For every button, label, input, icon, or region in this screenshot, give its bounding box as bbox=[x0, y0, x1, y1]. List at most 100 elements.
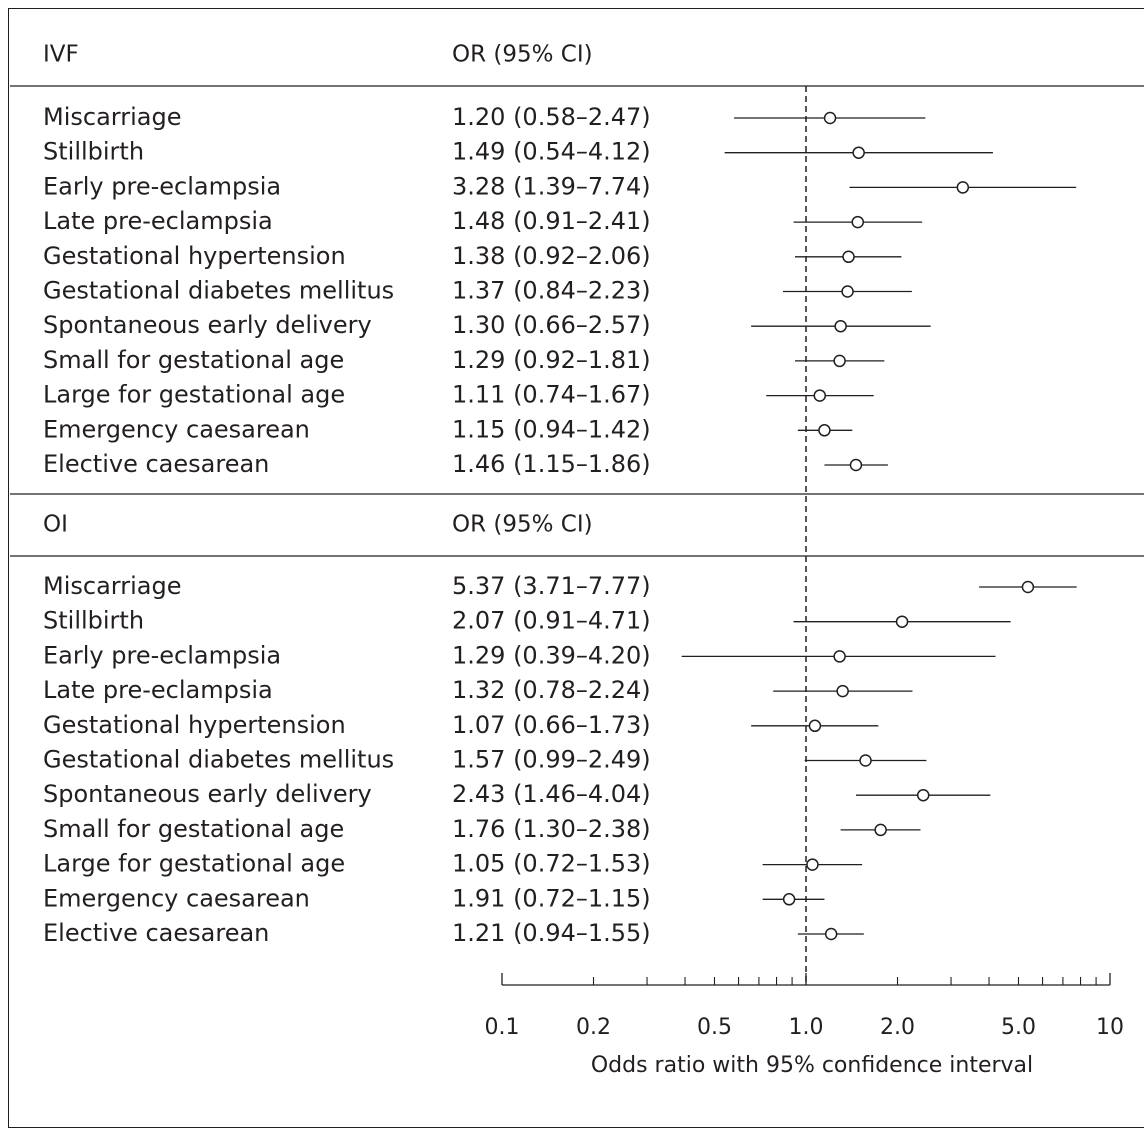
or-marker bbox=[956, 181, 970, 194]
or-marker bbox=[836, 684, 849, 698]
group-headers: IVF OR (95% CI) OI OR (95% CI) bbox=[10, 42, 1144, 557]
group-title: OI bbox=[43, 512, 68, 538]
forest-row: Late pre-eclampsia 1.32 (0.78–2.24) bbox=[43, 676, 913, 704]
row-label: Emergency caesarean bbox=[43, 884, 310, 912]
row-label: Spontaneous early delivery bbox=[43, 311, 372, 339]
or-marker bbox=[849, 458, 863, 472]
x-axis-title: Odds ratio with 95% confidence interval bbox=[591, 1053, 1033, 1078]
group-title: IVF bbox=[43, 42, 79, 68]
forest-row: Spontaneous early delivery 2.43 (1.46–4.0… bbox=[43, 780, 991, 808]
row-label: Early pre-eclampsia bbox=[43, 172, 281, 200]
row-label: Late pre-eclampsia bbox=[43, 676, 273, 704]
or-marker bbox=[833, 650, 846, 663]
row-label: Gestational diabetes mellitus bbox=[43, 277, 394, 305]
or-marker bbox=[808, 719, 822, 733]
forest-row: Large for gestational age 1.11 (0.74–1.67… bbox=[43, 381, 874, 409]
tick-label: 0.5 bbox=[697, 1015, 732, 1040]
row-label: Large for gestational age bbox=[43, 381, 345, 409]
forest-row: Stillbirth 2.07 (0.91–4.71) bbox=[43, 607, 1011, 635]
row-label: Gestational hypertension bbox=[43, 711, 346, 739]
or-marker bbox=[852, 146, 865, 159]
column-header: OR (95% CI) bbox=[452, 512, 593, 538]
forest-row: Spontaneous early delivery 1.30 (0.66–2.5… bbox=[43, 311, 931, 339]
or-marker bbox=[842, 250, 855, 264]
or-ci-text: 1.48 (0.91–2.41) bbox=[452, 207, 651, 235]
row-label: Gestational hypertension bbox=[43, 242, 346, 270]
tick-label: 0.1 bbox=[485, 1015, 520, 1040]
or-marker bbox=[841, 285, 854, 298]
forest-row: Small for gestational age 1.29 (0.92–1.81… bbox=[43, 346, 885, 374]
row-label: Gestational diabetes mellitus bbox=[43, 746, 394, 774]
forest-row: Miscarriage 1.20 (0.58–2.47) bbox=[43, 103, 926, 131]
or-ci-text: 1.37 (0.84–2.23) bbox=[452, 277, 651, 305]
or-marker bbox=[824, 927, 838, 941]
tick-label: 1.0 bbox=[789, 1015, 824, 1040]
or-marker bbox=[916, 788, 930, 802]
or-marker bbox=[859, 754, 872, 767]
forest-row: Small for gestational age 1.76 (1.30–2.38… bbox=[43, 815, 921, 843]
row-label: Emergency caesarean bbox=[43, 415, 310, 443]
or-marker bbox=[895, 615, 909, 628]
or-ci-text: 1.30 (0.66–2.57) bbox=[452, 311, 651, 339]
forest-row: Gestational diabetes mellitus 1.37 (0.84–… bbox=[43, 277, 912, 305]
or-marker bbox=[851, 215, 865, 229]
forest-row: Gestational diabetes mellitus 1.57 (0.99–… bbox=[43, 746, 927, 774]
row-label: Small for gestational age bbox=[43, 346, 344, 374]
forest-row: Emergency caesarean 1.91 (0.72–1.15) bbox=[43, 884, 825, 912]
row-label: Small for gestational age bbox=[43, 815, 344, 843]
forest-rows: Miscarriage 1.20 (0.58–2.47) Stillbirth 1.4… bbox=[43, 86, 1077, 985]
or-marker bbox=[806, 858, 819, 871]
or-ci-text: 1.91 (0.72–1.15) bbox=[452, 884, 651, 912]
or-ci-text: 1.49 (0.54–4.12) bbox=[452, 138, 651, 166]
forest-row: Gestational hypertension 1.07 (0.66–1.73) bbox=[43, 711, 879, 739]
or-ci-text: 1.38 (0.92–2.06) bbox=[452, 242, 651, 270]
row-label: Stillbirth bbox=[43, 138, 144, 166]
row-label: Spontaneous early delivery bbox=[43, 780, 372, 808]
or-marker bbox=[833, 354, 846, 368]
tick-label: 10 bbox=[1096, 1015, 1124, 1040]
forest-row: Emergency caesarean 1.15 (0.94–1.42) bbox=[43, 415, 853, 443]
forest-row: Elective caesarean 1.21 (0.94–1.55) bbox=[43, 919, 864, 947]
or-ci-text: 2.43 (1.46–4.04) bbox=[452, 780, 651, 808]
forest-row: Elective caesarean 1.46 (1.15–1.86) bbox=[43, 450, 888, 478]
or-ci-text: 1.76 (1.30–2.38) bbox=[452, 815, 651, 843]
or-ci-text: 1.20 (0.58–2.47) bbox=[452, 103, 651, 131]
or-ci-text: 5.37 (3.71–7.77) bbox=[452, 572, 651, 600]
forest-row: Large for gestational age 1.05 (0.72–1.53… bbox=[43, 850, 863, 878]
or-ci-text: 3.28 (1.39–7.74) bbox=[452, 172, 651, 200]
forest-row: Early pre-eclampsia 1.29 (0.39–4.20) bbox=[43, 641, 996, 669]
row-label: Stillbirth bbox=[43, 607, 144, 635]
or-ci-text: 1.29 (0.92–1.81) bbox=[452, 346, 651, 374]
or-ci-text: 2.07 (0.91–4.71) bbox=[452, 607, 651, 635]
x-axis: 0.1 0.2 0.5 1.0 2.0 5.0 10 Odds ratio with 95% … bbox=[485, 973, 1124, 1078]
or-ci-text: 1.05 (0.72–1.53) bbox=[452, 850, 651, 878]
forest-row: Stillbirth 1.49 (0.54–4.12) bbox=[43, 138, 993, 166]
forest-row: Early pre-eclampsia 3.28 (1.39–7.74) bbox=[43, 172, 1077, 200]
or-ci-text: 1.07 (0.66–1.73) bbox=[452, 711, 651, 739]
forest-row: Gestational hypertension 1.38 (0.92–2.06) bbox=[43, 242, 902, 270]
or-marker bbox=[818, 424, 831, 437]
forest-row: Miscarriage 5.37 (3.71–7.77) bbox=[43, 572, 1077, 600]
tick-label: 0.2 bbox=[576, 1015, 611, 1040]
row-label: Early pre-eclampsia bbox=[43, 641, 281, 669]
or-marker bbox=[782, 893, 796, 906]
row-label: Elective caesarean bbox=[43, 919, 269, 947]
or-ci-text: 1.32 (0.78–2.24) bbox=[452, 676, 651, 704]
row-label: Miscarriage bbox=[43, 572, 181, 600]
or-marker bbox=[834, 319, 847, 333]
row-label: Miscarriage bbox=[43, 103, 181, 131]
row-label: Late pre-eclampsia bbox=[43, 207, 273, 235]
or-marker bbox=[823, 111, 837, 125]
or-ci-text: 1.21 (0.94–1.55) bbox=[452, 919, 651, 947]
column-header: OR (95% CI) bbox=[452, 42, 593, 68]
or-marker bbox=[813, 389, 827, 402]
or-ci-text: 1.46 (1.15–1.86) bbox=[452, 450, 651, 478]
or-marker bbox=[1021, 580, 1035, 594]
or-ci-text: 1.57 (0.99–2.49) bbox=[452, 746, 651, 774]
row-label: Elective caesarean bbox=[43, 450, 269, 478]
or-ci-text: 1.11 (0.74–1.67) bbox=[452, 381, 651, 409]
or-ci-text: 1.29 (0.39–4.20) bbox=[452, 641, 651, 669]
tick-label: 5.0 bbox=[1001, 1015, 1036, 1040]
or-ci-text: 1.15 (0.94–1.42) bbox=[452, 415, 651, 443]
